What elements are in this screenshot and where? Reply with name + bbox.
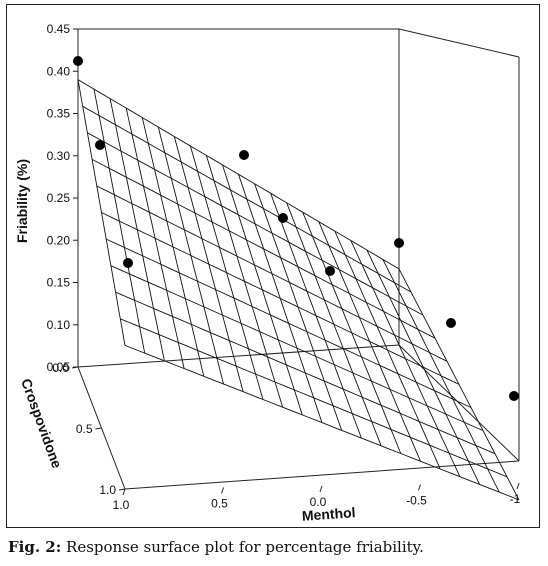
z-tick-label: 0.10 [47, 318, 71, 332]
x-tick-label: 1.0 [113, 498, 130, 512]
data-point [446, 318, 456, 328]
surface-grid [77, 79, 520, 501]
surface-line-crospovidone [120, 318, 508, 478]
surface-line-crospovidone [101, 212, 460, 385]
surface-line-crospovidone [91, 159, 436, 339]
figure-caption: Fig. 2: Response surface plot for percen… [8, 538, 424, 556]
surface-line-crospovidone [87, 132, 424, 316]
floor-front-edge [124, 460, 520, 490]
data-point [239, 150, 249, 160]
y-tick-mark [118, 488, 126, 491]
x-tick-label: 0.0 [310, 495, 327, 509]
x-tick-label: -1 [510, 492, 521, 506]
y-tick-label: 1.0 [99, 483, 116, 497]
box-edges [77, 28, 520, 490]
caption-text: Response surface plot for percentage fri… [66, 538, 424, 556]
z-tick-label: 0.45 [47, 22, 71, 36]
surface-line-crospovidone [96, 185, 448, 362]
y-axis-label: Crospovidone [18, 376, 65, 470]
data-point [394, 238, 404, 248]
z-axis-ticks: 0.05 0.10 0.15 0.20 0.25 0.30 0.35 0.40 0.45 [47, 22, 78, 374]
floor-right-edge [398, 344, 520, 462]
x-tick-mark [122, 488, 126, 496]
z-tick-label: 0.25 [47, 191, 71, 205]
plot-frame: 0.05 0.10 0.15 0.20 0.25 0.30 0.35 0.40 0.45 1.0… [6, 4, 540, 528]
surface-line-crospovidone [77, 79, 400, 270]
top-right-edge [398, 28, 520, 58]
x-axis-label: Menthol [301, 504, 356, 524]
z-tick-label: 0.20 [47, 233, 71, 247]
surface-line-crospovidone [106, 238, 472, 408]
z-tick-label: 0.35 [47, 107, 71, 121]
x-tick-label: 0.5 [211, 497, 228, 511]
surface-line-crospovidone [115, 291, 496, 455]
z-tick-label: 0.30 [47, 149, 71, 163]
x-tick-label: -0.5 [406, 494, 427, 508]
data-point [73, 56, 83, 66]
z-tick-label: 0.05 [47, 360, 71, 374]
data-point [278, 213, 288, 223]
x-tick-mark [418, 484, 421, 491]
z-tick-label: 0.15 [47, 276, 71, 290]
floor-back-edge [77, 344, 400, 368]
x-tick-mark [319, 485, 323, 493]
data-point [509, 391, 519, 401]
y-tick-label: 0.0 [52, 361, 69, 375]
z-axis-label: Friability (%) [14, 159, 30, 243]
x-axis-ticks: 1.0 0.5 0.0 -0.5 -1 [113, 482, 521, 512]
response-surface-chart: 0.05 0.10 0.15 0.20 0.25 0.30 0.35 0.40 0.45 1.0… [14, 22, 521, 524]
y-axis-ticks: 0.0 0.5 1.0 [52, 361, 126, 497]
data-points [73, 56, 519, 401]
y-tick-mark [95, 427, 102, 430]
data-point [95, 140, 105, 150]
surface-line-crospovidone [110, 265, 484, 432]
z-tick-label: 0.40 [47, 64, 71, 78]
y-tick-mark [71, 366, 79, 369]
data-point [123, 258, 133, 268]
surface-line-crospovidone [124, 344, 520, 501]
data-point [325, 266, 335, 276]
caption-label: Fig. 2: [8, 538, 62, 556]
x-tick-mark [221, 487, 224, 494]
x-tick-mark [516, 482, 520, 490]
surface-line-crospovidone [82, 105, 412, 293]
y-tick-label: 0.5 [76, 422, 93, 436]
